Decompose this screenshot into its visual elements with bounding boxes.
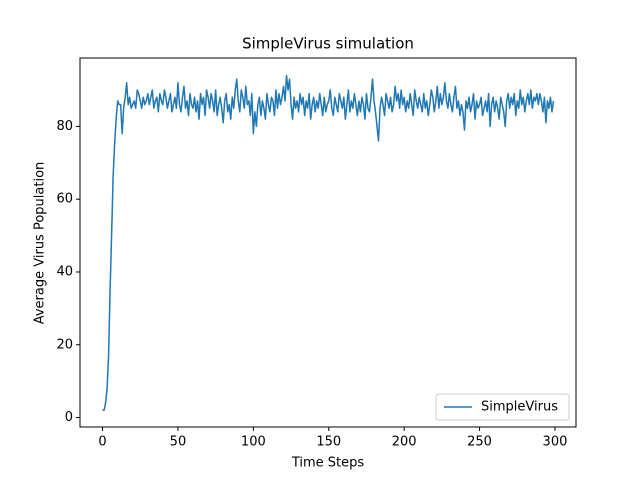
- x-tick-label: 50: [170, 435, 187, 450]
- x-axis-label: Time Steps: [291, 456, 365, 471]
- y-tick-label: 80: [56, 119, 73, 134]
- y-tick-label: 40: [56, 264, 73, 279]
- y-tick-label: 20: [56, 337, 73, 352]
- legend-box: [435, 393, 570, 421]
- x-tick-label: 0: [98, 435, 106, 450]
- x-tick-label: 200: [392, 435, 417, 450]
- data-line: [102, 74, 555, 412]
- chart-title: SimpleVirus simulation: [242, 35, 414, 53]
- legend-label: SimpleVirus: [481, 400, 558, 415]
- x-tick-label: 100: [241, 435, 266, 450]
- x-tick-label: 250: [467, 435, 492, 450]
- x-tick-label: 300: [543, 435, 568, 450]
- y-axis-label: Average Virus Population: [33, 162, 48, 325]
- x-tick-label: 150: [316, 435, 341, 450]
- y-tick-label: 0: [65, 410, 73, 425]
- y-tick-label: 60: [56, 192, 73, 207]
- plot-frame: [79, 57, 577, 428]
